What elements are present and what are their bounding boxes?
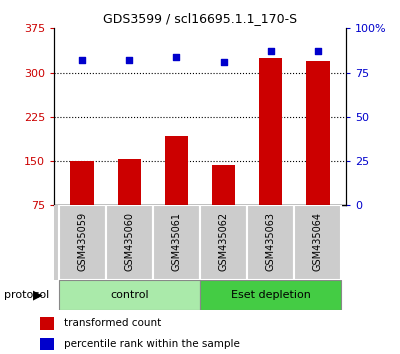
Text: control: control [110, 290, 149, 300]
Bar [200, 280, 341, 310]
Text: Eset depletion: Eset depletion [231, 290, 310, 300]
Text: transformed count: transformed count [64, 318, 161, 328]
Point [220, 59, 227, 65]
Bar [59, 280, 200, 310]
Point [314, 48, 321, 54]
Point [173, 54, 180, 59]
Bar [294, 205, 341, 280]
Text: GSM435061: GSM435061 [172, 211, 182, 270]
Point [126, 57, 132, 63]
Text: GSM435064: GSM435064 [313, 211, 323, 270]
Text: percentile rank within the sample: percentile rank within the sample [64, 339, 240, 349]
Text: GSM435063: GSM435063 [266, 211, 276, 270]
Point [79, 57, 86, 63]
Text: GDS3599 / scl16695.1.1_170-S: GDS3599 / scl16695.1.1_170-S [103, 12, 297, 25]
Text: protocol: protocol [4, 290, 49, 300]
Bar [153, 205, 200, 280]
Bar [306, 61, 330, 205]
Text: GSM435060: GSM435060 [124, 211, 134, 270]
Bar [40, 338, 54, 350]
Bar [200, 205, 247, 280]
Point [268, 48, 274, 54]
Bar [259, 58, 282, 205]
Text: GSM435059: GSM435059 [77, 211, 87, 270]
Bar [212, 165, 235, 205]
Bar [70, 161, 94, 205]
Bar [106, 205, 153, 280]
Bar [40, 317, 54, 330]
Text: ▶: ▶ [33, 288, 43, 301]
Bar [118, 159, 141, 205]
Bar [165, 136, 188, 205]
Bar [247, 205, 294, 280]
Bar [59, 205, 106, 280]
Text: GSM435062: GSM435062 [218, 211, 228, 270]
